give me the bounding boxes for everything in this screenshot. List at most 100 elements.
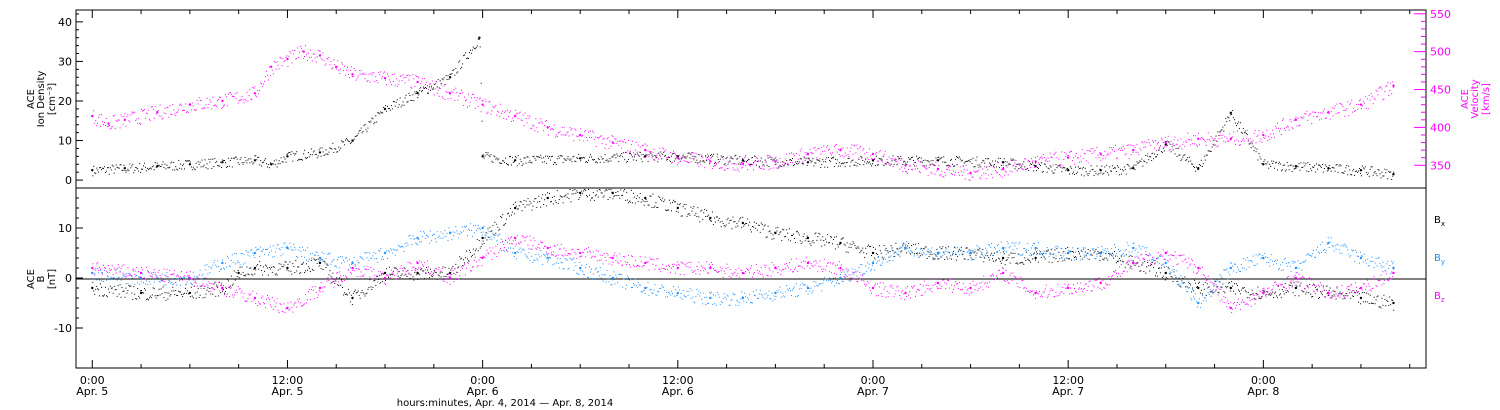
sample-0-0-494 — [574, 160, 576, 162]
sample-0-1-532 — [611, 134, 613, 136]
sample-0-1-1173 — [1237, 130, 1238, 132]
sample-0-1-816 — [888, 156, 890, 158]
left-tick-label-0-0: 0 — [65, 174, 72, 187]
sample-0-0-1077 — [1143, 160, 1145, 162]
sample-1-0-1283 — [1344, 298, 1346, 300]
sample-1-1-363 — [446, 232, 448, 234]
sample-0-0-1184 — [1247, 140, 1249, 142]
sample-0-0-579 — [657, 161, 659, 163]
sample-1-0-996 — [1064, 259, 1066, 261]
sample-0-1-67 — [157, 109, 159, 111]
sample-1-1-630 — [707, 303, 709, 305]
sample-1-1-245 — [331, 261, 333, 263]
sample-0-0-1309 — [1369, 168, 1371, 170]
sample-0-0-970 — [1038, 163, 1040, 165]
sample-1-1-675 — [751, 302, 752, 304]
sample-0-1-704 — [779, 157, 781, 159]
sample-1-1-554 — [632, 283, 634, 285]
sample-0-0-549 — [628, 158, 630, 160]
sample-1-1-255 — [341, 262, 343, 264]
sample-0-0-144 — [232, 157, 234, 159]
sample-0-0-931 — [1000, 164, 1002, 166]
sample-0-1-1275 — [1336, 103, 1338, 105]
sample-1-0-411 — [493, 234, 495, 236]
sample-1-0-1109 — [1174, 278, 1176, 280]
sample-1-0-1232 — [1294, 295, 1296, 297]
sample-0-1-168 — [256, 96, 258, 98]
sample-0-1-285 — [370, 72, 372, 74]
sample-0-1-767 — [840, 148, 842, 150]
sample-0-1-229 — [315, 61, 317, 63]
sample-1-1-238 — [324, 263, 326, 265]
sample-1-0-612 — [689, 214, 691, 216]
sample-0-1-1052 — [1118, 147, 1120, 149]
sample-1-0-911 — [981, 253, 983, 255]
sample-0-1-459 — [540, 118, 542, 120]
sample-1-0-1199 — [1262, 289, 1264, 291]
sample-1-0-784 — [857, 246, 859, 248]
sample-1-0-468 — [548, 193, 550, 195]
sample-0-0-1267 — [1328, 165, 1330, 167]
sample-0-0-1279 — [1340, 165, 1342, 167]
sample-0-1-1218 — [1280, 134, 1282, 136]
sample-1-0-994 — [1062, 260, 1064, 262]
sample-0-0-390 — [472, 46, 474, 48]
sample-0-1-892 — [962, 171, 964, 173]
sample-1-1-510 — [589, 271, 591, 273]
sample-1-1-408 — [490, 236, 492, 238]
sample-1-1-221 — [307, 260, 309, 262]
sample-1-0-116 — [205, 293, 207, 295]
sample-1-0-1126 — [1191, 291, 1193, 293]
sample-1-1-180 — [267, 254, 269, 256]
sample-0-0-455 — [536, 155, 538, 157]
sample-0-0-851 — [922, 159, 924, 161]
sample-1-0-461 — [542, 194, 544, 196]
sample-1-0-584 — [662, 197, 664, 199]
sample-0-0-1303 — [1363, 168, 1365, 170]
sample-0-1-679 — [754, 155, 756, 157]
sample-0-0-1162 — [1226, 121, 1228, 123]
sample-0-0-1160 — [1224, 124, 1226, 126]
sample-1-0-248 — [334, 282, 336, 284]
top-left-label-line-3: [cm⁻³] — [47, 83, 58, 115]
sample-1-1-75 — [165, 284, 167, 286]
sample-1-0-1153 — [1217, 291, 1219, 293]
sample-0-1-76 — [166, 107, 168, 109]
sample-0-1-144 — [232, 95, 234, 97]
sample-0-0-311 — [395, 101, 397, 103]
sample-1-0-949 — [1018, 253, 1020, 255]
sample-0-1-239 — [325, 63, 327, 65]
sample-1-0-316 — [400, 274, 402, 276]
sample-0-0-692 — [767, 157, 769, 159]
sample-1-0-203 — [290, 270, 292, 272]
sample-1-0-164 — [252, 274, 254, 276]
sample-0-1-608 — [685, 161, 687, 163]
sample-1-0-62 — [152, 287, 154, 289]
sample-1-0-637 — [713, 217, 715, 219]
sample-1-1-397 — [479, 228, 481, 230]
sample-1-0-486 — [566, 196, 568, 198]
sample-1-1-625 — [702, 303, 704, 305]
right-tick-label-2: 450 — [1430, 84, 1451, 97]
sample-0-0-177 — [265, 158, 266, 160]
sample-0-0-728 — [802, 163, 804, 165]
sample-0-0-920 — [990, 163, 992, 165]
sample-0-1-354 — [437, 89, 439, 91]
sample-0-0-833 — [905, 162, 907, 164]
sample-0-1-481 — [561, 126, 563, 128]
sample-1-0-1160 — [1224, 292, 1226, 294]
sample-1-1-102 — [191, 284, 193, 286]
sample-1-1-283 — [368, 259, 370, 261]
sample-0-0-724 — [798, 161, 800, 163]
sample-1-1-248 — [334, 265, 336, 267]
sample-0-0-396 — [478, 38, 480, 40]
sample-0-1-958 — [1027, 160, 1029, 162]
sample-0-0-1306 — [1366, 174, 1368, 176]
sample-1-0-1210 — [1273, 297, 1275, 299]
sample-0-0-307 — [391, 108, 393, 110]
sample-0-0-752 — [826, 157, 828, 159]
sample-1-0-130 — [219, 281, 221, 283]
sample-1-1-656 — [732, 292, 734, 294]
sample-1-0-839 — [911, 245, 913, 247]
sample-0-1-428 — [509, 110, 511, 112]
